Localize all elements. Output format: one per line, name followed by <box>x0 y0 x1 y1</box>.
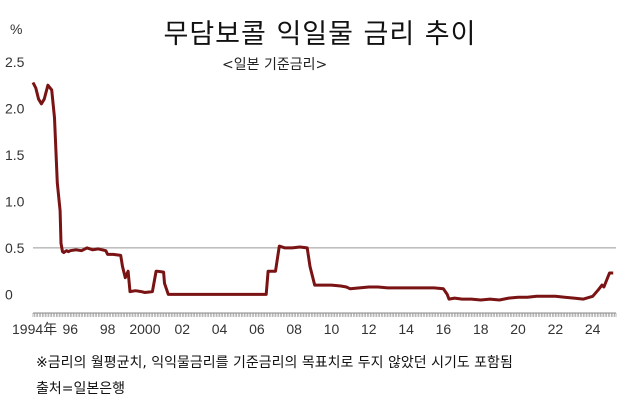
x-tick-label: 2000 <box>129 321 160 337</box>
y-tick-label: 2.5 <box>5 54 25 70</box>
x-tick-label: 1994年 <box>12 321 57 337</box>
x-tick-label: 24 <box>585 321 601 337</box>
y-tick-label: 0 <box>5 286 13 302</box>
y-unit-label: % <box>10 21 22 37</box>
source-note: 출처=일본은행 <box>36 381 126 397</box>
x-tick-label: 22 <box>548 321 564 337</box>
x-axis <box>32 312 617 317</box>
x-tick-label: 02 <box>174 321 190 337</box>
x-tick-label: 98 <box>100 321 116 337</box>
x-tick-label: 96 <box>63 321 79 337</box>
x-tick-label: 04 <box>212 321 228 337</box>
x-tick-label: 18 <box>473 321 489 337</box>
x-tick-label: 08 <box>286 321 302 337</box>
y-axis: 2.5 2.0 1.5 1.0 0.5 0 <box>5 54 25 302</box>
series-line <box>31 81 614 302</box>
footnote: ※금리의 월평균치, 익익물금리를 기준금리의 목표치로 두지 않았던 시기도 … <box>36 355 513 371</box>
y-tick-label: 1.5 <box>5 147 25 163</box>
y-tick-label: 1.0 <box>5 193 25 209</box>
x-tick-label: 10 <box>324 321 340 337</box>
x-tick-labels: 1994年 96 98 2000 02 04 06 08 10 12 14 16 18 20 22 24 <box>12 321 601 337</box>
chart-title: 무담보콜 익일물 금리 추이 <box>163 19 477 50</box>
x-tick-label: 06 <box>249 321 265 337</box>
x-tick-label: 20 <box>510 321 526 337</box>
x-tick-label: 16 <box>436 321 452 337</box>
y-tick-label: 0.5 <box>5 240 25 256</box>
chart-subtitle: <일본 기준금리> <box>222 57 328 73</box>
x-tick-label: 12 <box>361 321 377 337</box>
x-tick-label: 14 <box>398 321 414 337</box>
y-tick-label: 2.0 <box>5 100 25 116</box>
